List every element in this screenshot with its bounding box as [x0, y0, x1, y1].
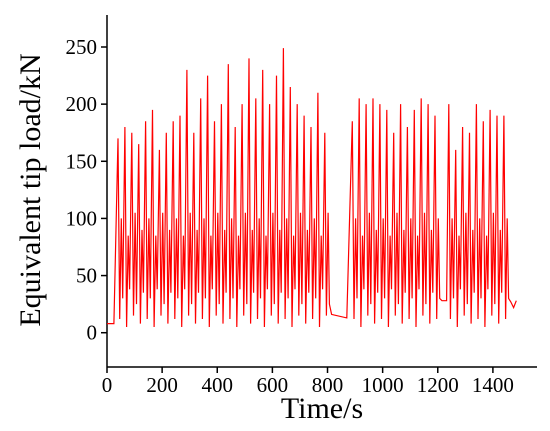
x-tick-label: 800: [312, 373, 344, 397]
y-tick-label: 250: [66, 35, 98, 59]
y-tick-label: 100: [66, 206, 98, 230]
x-axis-label: Time/s: [281, 392, 363, 425]
y-tick-label: 50: [76, 264, 97, 288]
x-tick-label: 600: [257, 373, 289, 397]
y-tick-label: 150: [66, 149, 98, 173]
data-line: [107, 48, 517, 328]
y-tick-label: 0: [87, 321, 98, 345]
y-axis-label: Equivalent tip load/kN: [14, 53, 47, 326]
x-tick-label: 1200: [417, 373, 459, 397]
x-tick-label: 200: [146, 373, 178, 397]
y-tick-label: 200: [66, 92, 98, 116]
x-tick-label: 1400: [472, 373, 514, 397]
x-tick-label: 1000: [362, 373, 404, 397]
x-tick-label: 0: [102, 373, 113, 397]
x-tick-label: 400: [202, 373, 234, 397]
